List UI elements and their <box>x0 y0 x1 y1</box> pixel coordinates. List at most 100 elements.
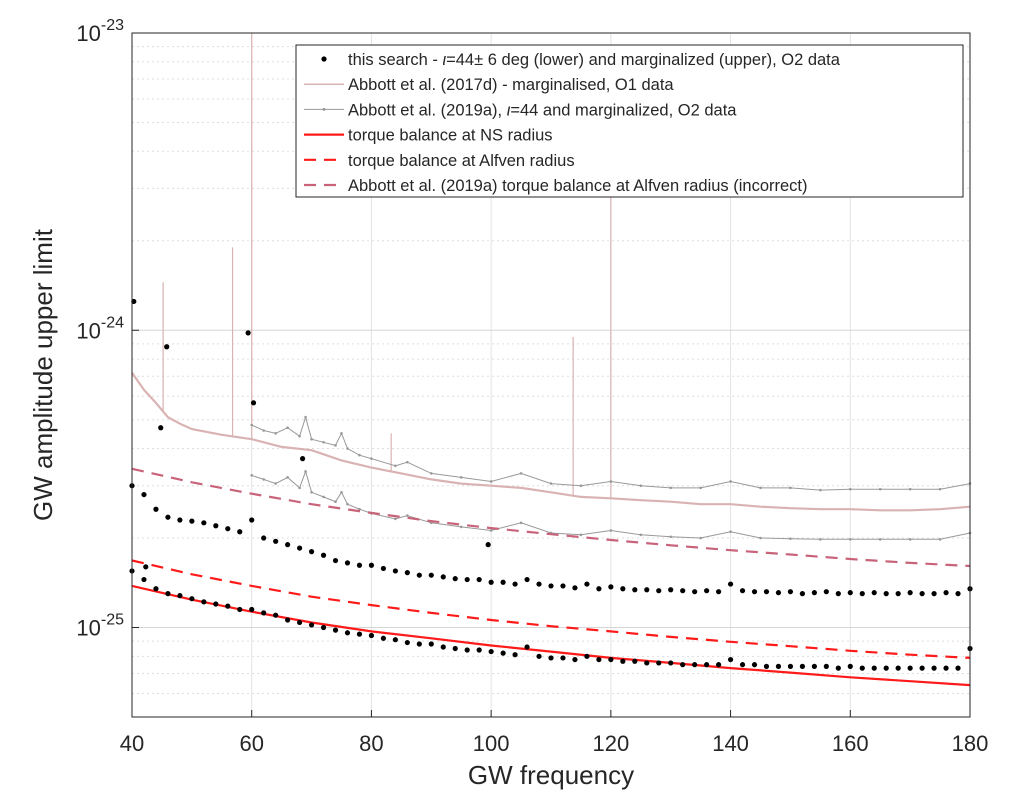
y-axis-label: GW amplitude upper limit <box>28 228 58 521</box>
series-o2-line <box>251 469 971 540</box>
series-search-point <box>308 622 315 628</box>
series-o2-marker <box>358 453 361 457</box>
series-o2-marker <box>878 487 882 491</box>
series-search-point <box>608 584 614 590</box>
legend-label-ns: torque balance at NS radius <box>348 127 553 145</box>
series-search-point <box>297 545 303 551</box>
series-search-point <box>955 665 961 671</box>
series-search-point <box>285 542 291 548</box>
series-o2-marker <box>519 472 523 475</box>
series-search-point <box>943 665 949 671</box>
series-o2-marker <box>699 486 702 490</box>
series-search-point <box>727 656 734 663</box>
series-search-point <box>823 589 829 595</box>
x-tick-label: 100 <box>473 731 510 756</box>
series-o2-marker <box>298 434 301 438</box>
series-search-point <box>380 565 386 572</box>
series-search-point <box>943 590 949 596</box>
series-search-point <box>213 523 219 529</box>
series-search-point <box>536 581 542 587</box>
series-search-point <box>548 655 554 661</box>
series-o2-marker <box>908 538 912 541</box>
series-search-point <box>308 549 315 555</box>
series-search-point <box>177 517 183 523</box>
series-search-point <box>356 631 363 637</box>
series-search-point <box>584 581 590 587</box>
series-o2-marker <box>519 521 523 525</box>
series-o2-marker <box>789 537 792 540</box>
series-search-point <box>548 583 554 589</box>
series-search-point <box>225 603 231 609</box>
series-search-point <box>332 557 339 564</box>
series-search-point <box>644 587 650 593</box>
series-o2-marker <box>848 538 852 541</box>
series-o2-line <box>251 415 971 491</box>
series-search-point <box>452 576 458 582</box>
series-o2-marker <box>250 423 254 427</box>
series-search-point <box>299 456 306 462</box>
series-search-point <box>632 587 638 593</box>
series-o2-marker <box>489 529 493 532</box>
series-search-point <box>823 663 829 669</box>
series-search-point <box>158 425 164 431</box>
series-search-point <box>225 526 231 532</box>
series-search-point <box>716 662 722 668</box>
series-o2-marker <box>789 486 792 490</box>
x-tick-label: 60 <box>239 731 263 756</box>
series-o2-marker <box>322 495 325 499</box>
series-search-point <box>704 588 710 594</box>
series-search-point <box>428 572 434 578</box>
series-search-point <box>177 593 183 599</box>
series-search-point <box>692 589 698 595</box>
series-search-point <box>775 663 782 669</box>
series-search-point <box>476 576 482 583</box>
series-search-point <box>500 579 506 585</box>
series-search-point <box>859 665 865 671</box>
series-search-point <box>488 579 494 585</box>
legend-box <box>295 44 964 198</box>
series-search-point <box>524 576 530 583</box>
series-search-point <box>871 665 877 671</box>
series-search-point <box>656 660 662 666</box>
series-search-point <box>500 650 506 656</box>
series-search-point <box>368 632 375 639</box>
series-search-point <box>620 586 626 592</box>
series-search-point <box>895 591 901 597</box>
legend-label-o1: Abbott et al. (2017d) - marginalised, O1… <box>348 76 674 94</box>
y-tick-label: 10-23 <box>76 17 124 46</box>
series-search-point <box>704 662 710 668</box>
series-search-point <box>344 560 351 566</box>
series-o2-marker <box>729 530 732 534</box>
series-ns-line <box>131 584 971 687</box>
series-o2-marker <box>370 457 373 460</box>
series-search-point <box>835 591 841 597</box>
x-tick-label: 80 <box>359 731 383 756</box>
series-search-point <box>668 660 674 666</box>
legend-label-search: this search - ι=44± 6 deg (lower) and ma… <box>348 51 841 69</box>
series-search-point <box>536 653 542 659</box>
series-search-point <box>261 610 267 616</box>
series-search-point <box>751 662 758 668</box>
series-search-point <box>237 529 243 535</box>
series-search-point <box>919 591 925 597</box>
series-o2-marker <box>394 464 397 468</box>
x-tick-label: 40 <box>120 731 144 756</box>
series-o2-marker <box>340 491 343 494</box>
series-search-point <box>931 591 937 597</box>
series-search-point <box>245 330 251 336</box>
series-search-point <box>931 665 937 671</box>
series-search-point <box>620 658 626 664</box>
x-tick-label: 180 <box>952 731 989 756</box>
series-search-point <box>392 637 398 643</box>
series-o2-marker <box>286 426 289 430</box>
series-o2-marker <box>699 536 702 540</box>
plot-area <box>129 33 973 687</box>
series-o2-marker <box>322 440 325 444</box>
series-o2-marker <box>459 525 463 529</box>
series-o2-marker <box>878 538 882 541</box>
y-tick-label: 10-25 <box>76 612 124 641</box>
series-o2-marker <box>848 487 852 491</box>
series-search-point <box>249 517 255 523</box>
axes: 40 60 80 100 120 140 160 180 10-25 10-24 10-23 <box>76 17 988 756</box>
series-search-point <box>452 645 458 652</box>
